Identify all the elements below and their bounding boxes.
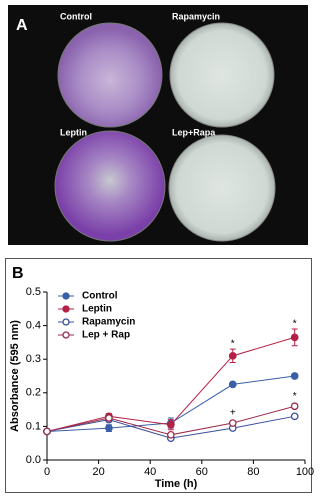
x-tick-label: 80 [247, 466, 259, 478]
well-label: Lep+Rapa [172, 127, 216, 137]
x-tick-label: 20 [92, 466, 104, 478]
data-point [105, 414, 113, 422]
well-label: Control [60, 11, 92, 21]
dish [169, 22, 275, 128]
panel-label: B [12, 265, 24, 282]
annotation: + [230, 408, 236, 419]
legend-marker [62, 292, 70, 300]
legend-label: Leptin [82, 304, 112, 315]
legend-marker [62, 305, 70, 313]
y-tick-label: 0.2 [26, 387, 41, 399]
data-point [43, 427, 51, 436]
data-point [166, 430, 175, 439]
dish [57, 22, 163, 128]
annotation: * [231, 339, 235, 350]
data-point [228, 351, 237, 360]
y-tick-label: 0.0 [26, 454, 41, 466]
data-point [290, 333, 299, 342]
legend-label: Rapamycin [82, 317, 135, 328]
annotation: * [293, 391, 297, 402]
panel-frame [5, 258, 312, 493]
series-line [46, 336, 295, 432]
well-label: Rapamycin [172, 11, 220, 21]
legend-marker [62, 318, 70, 326]
y-tick-label: 0.1 [26, 420, 41, 432]
panel-label: A [16, 17, 28, 34]
data-point [290, 402, 299, 411]
x-tick-label: 0 [44, 466, 50, 478]
dish [54, 130, 166, 242]
annotation: * [293, 319, 297, 330]
y-tick-label: 0.5 [26, 286, 41, 298]
data-point [290, 372, 299, 380]
x-tick-label: 60 [196, 466, 208, 478]
data-point [228, 380, 237, 389]
y-tick-label: 0.3 [26, 353, 41, 365]
legend-label: Control [82, 291, 118, 302]
data-point [166, 420, 175, 429]
y-axis-label: Absorbance (595 nm) [9, 320, 21, 432]
data-point [105, 424, 113, 432]
well-label: Leptin [60, 127, 87, 137]
legend-marker [62, 331, 70, 339]
x-tick-label: 40 [144, 466, 156, 478]
legend-label: Lep + Rap [82, 330, 130, 341]
data-point [228, 419, 237, 427]
x-tick-label: 100 [296, 466, 314, 478]
dish [168, 134, 276, 242]
x-axis-label: Time (h) [155, 478, 198, 490]
data-point [290, 412, 299, 421]
y-tick-label: 0.4 [26, 320, 41, 332]
